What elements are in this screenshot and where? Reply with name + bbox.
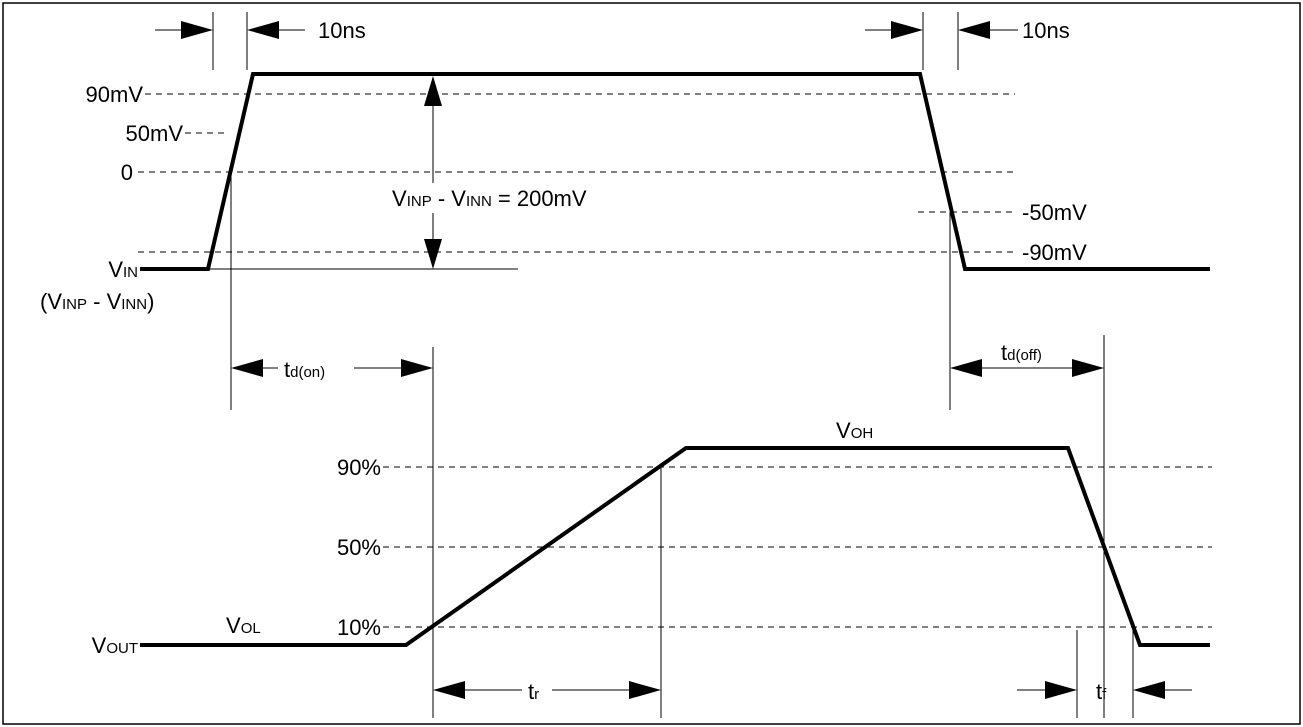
label-neg90mv: -90mV [1022, 240, 1087, 265]
fall-time-arrow-left [891, 21, 923, 39]
td-off-label: td(off) [1001, 340, 1042, 365]
label-50pct: 50% [337, 535, 381, 560]
label-neg50mv: -50mV [1022, 200, 1087, 225]
label-50mv: 50mV [126, 121, 184, 146]
input-section: 10ns 10ns VINP - VINN = 200mV 90mV 50mV … [40, 12, 1210, 314]
rise-time-arrow-left [181, 21, 213, 39]
tr-arrow-right [629, 681, 661, 699]
td-off-arrow-right [1072, 359, 1104, 377]
vout-label: VOUT [92, 633, 138, 658]
label-10pct: 10% [337, 615, 381, 640]
timing-markers: td(on) td(off) tr tf [230, 172, 1192, 718]
td-on-arrow-right [401, 359, 433, 377]
output-waveform [140, 446, 1210, 647]
vol-label: VOL [226, 613, 261, 638]
fall-time-arrow-right [958, 21, 990, 39]
rise-time-arrow-right [247, 21, 279, 39]
tf-arrow-left [1045, 681, 1077, 699]
tr-arrow-left [433, 681, 465, 699]
td-on-label: td(on) [284, 357, 325, 382]
td-off-arrow-left [950, 359, 982, 377]
voh-label: VOH [836, 418, 873, 443]
diff-arrow-up [424, 76, 442, 106]
rise-time-label: 10ns [318, 18, 366, 43]
tr-label: tr [528, 679, 539, 704]
label-zero: 0 [121, 160, 133, 185]
output-section: 90% 50% 10% VOUT VOH VOL [92, 418, 1212, 658]
vin-definition-label: (VINP - VINN) [40, 289, 154, 314]
td-on-arrow-left [231, 359, 263, 377]
label-90mv: 90mV [86, 82, 144, 107]
diff-arrow-down [424, 239, 442, 269]
fall-time-label: 10ns [1022, 18, 1070, 43]
tf-arrow-right [1133, 681, 1165, 699]
label-90pct: 90% [337, 455, 381, 480]
tf-label: tf [1096, 679, 1107, 704]
input-waveform [140, 72, 1210, 271]
vin-label: VIN [108, 257, 138, 282]
diff-voltage-label: VINP - VINN = 200mV [392, 186, 587, 211]
